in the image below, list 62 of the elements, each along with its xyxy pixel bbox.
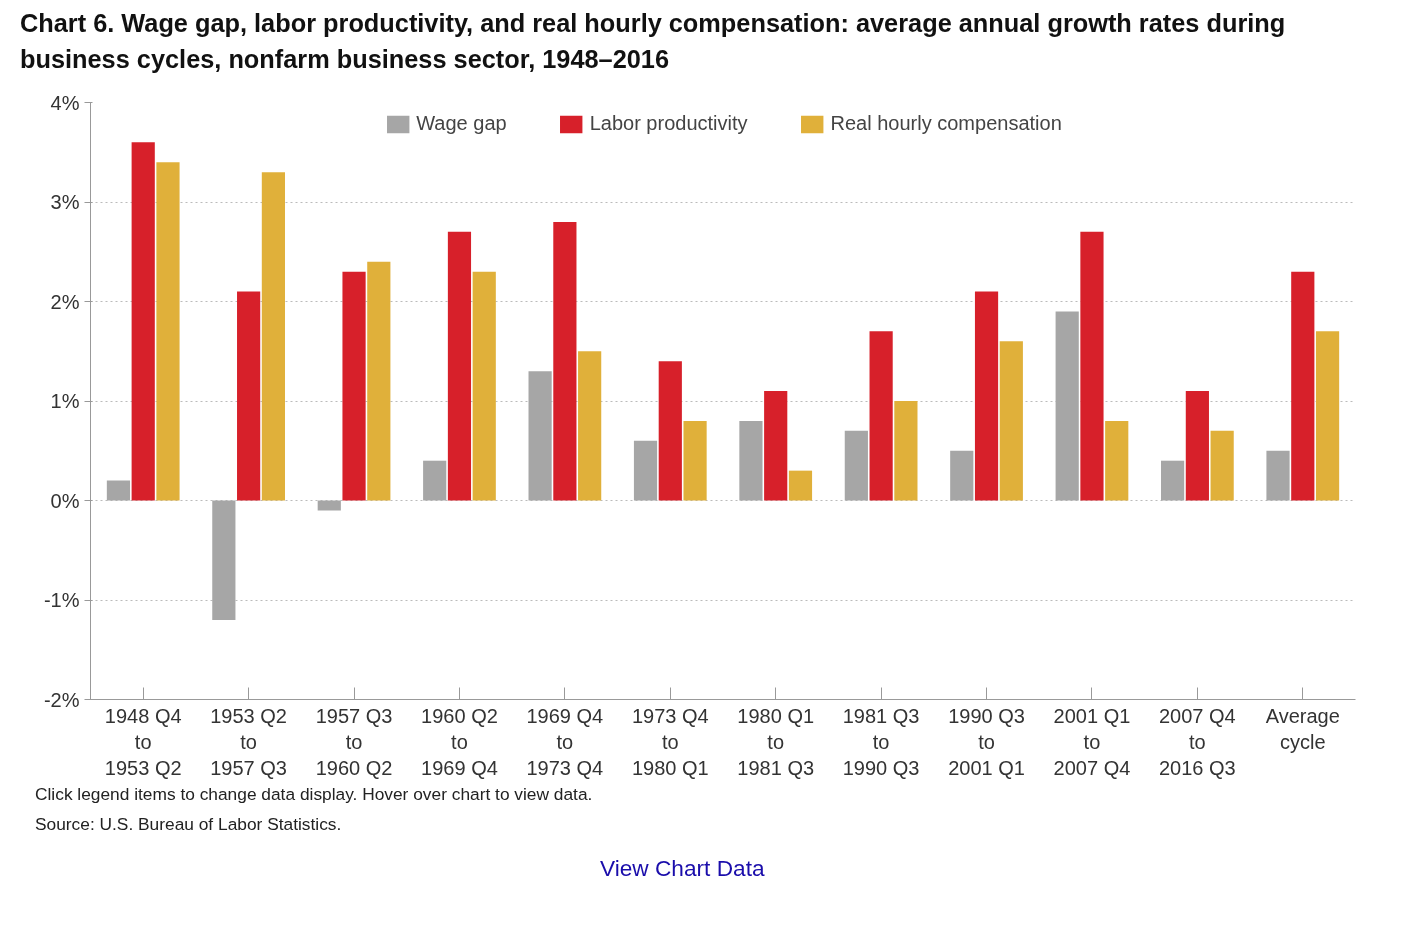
- x-tick-label: Average cycle: [1265, 704, 1340, 754]
- x-tick-label: 1953 Q2 to 1957 Q3: [210, 704, 287, 780]
- bar: [1315, 331, 1340, 501]
- x-tick-label: 1957 Q3 to 1960 Q2: [315, 704, 393, 780]
- bar: [1291, 271, 1315, 501]
- x-tick-label: 1981 Q3 to 1990 Q3: [842, 704, 920, 780]
- y-tick-label: 3%: [50, 191, 80, 214]
- bar: [528, 371, 552, 501]
- text: View Chart Data: [600, 853, 765, 883]
- bar: [1266, 451, 1290, 501]
- bar: [658, 361, 682, 501]
- bar: [342, 271, 366, 501]
- chart-title: Chart 6. Wage gap, labor productivity, and real hourly compensation: average annual growth rates during business cycles, nonfarm business sector, 1948–2016: [20, 8, 1287, 76]
- bar: [1210, 431, 1234, 501]
- legend-label: Wage gap: [416, 112, 507, 136]
- bar: [1161, 461, 1185, 501]
- y-tick-label: -2%: [43, 688, 80, 711]
- x-tick-label: 1969 Q4 to 1973 Q4: [526, 704, 604, 780]
- y-tick-label: 2%: [50, 290, 80, 313]
- bar: [764, 391, 788, 501]
- y-tick-label: 1%: [50, 390, 80, 413]
- bar: [1105, 421, 1129, 501]
- bar: [237, 291, 261, 501]
- bar: [869, 331, 893, 501]
- bar: [844, 431, 868, 501]
- source-note: Source: U.S. Bureau of Labor Statistics.: [35, 813, 342, 837]
- bar: [683, 421, 707, 501]
- bar: [106, 480, 131, 501]
- x-tick-label: 1973 Q4 to 1980 Q1: [631, 704, 709, 780]
- bar: [553, 222, 577, 501]
- bar: [261, 172, 285, 501]
- bar: [472, 271, 496, 501]
- bar: [423, 461, 447, 501]
- bar: [788, 470, 813, 501]
- bar: [999, 341, 1023, 501]
- bar: [578, 351, 602, 501]
- x-tick-label: 2001 Q1 to 2007 Q4: [1053, 704, 1131, 780]
- x-tick-label: 1960 Q2 to 1969 Q4: [421, 704, 498, 780]
- legend-label: Real hourly compensation: [830, 112, 1062, 136]
- bar: [367, 262, 391, 501]
- bar: [156, 162, 180, 501]
- bar: [1055, 311, 1079, 501]
- x-tick-label: 2007 Q4 to 2016 Q3: [1159, 704, 1236, 780]
- y-tick-label: 4%: [50, 91, 80, 114]
- bar: [950, 451, 974, 501]
- legend-label: Labor productivity: [589, 112, 748, 136]
- bar: [739, 421, 763, 501]
- bar: [633, 441, 658, 501]
- x-tick-label: 1948 Q4 to 1953 Q2: [104, 704, 182, 780]
- bar: [1080, 232, 1104, 501]
- bar: [131, 142, 155, 501]
- bar: [447, 232, 472, 501]
- y-tick-label: 0%: [50, 489, 80, 512]
- x-tick-label: 1990 Q3 to 2001 Q1: [948, 704, 1025, 780]
- x-tick-label: 1980 Q1 to 1981 Q3: [737, 704, 815, 780]
- bar: [317, 500, 341, 511]
- bar: [212, 500, 236, 621]
- bar: [1185, 391, 1209, 501]
- text: Click legend items to change data display. Hover over chart to view data.: [35, 783, 593, 807]
- bar: [974, 291, 999, 501]
- bar: [894, 401, 918, 501]
- y-tick-label: -1%: [43, 589, 80, 612]
